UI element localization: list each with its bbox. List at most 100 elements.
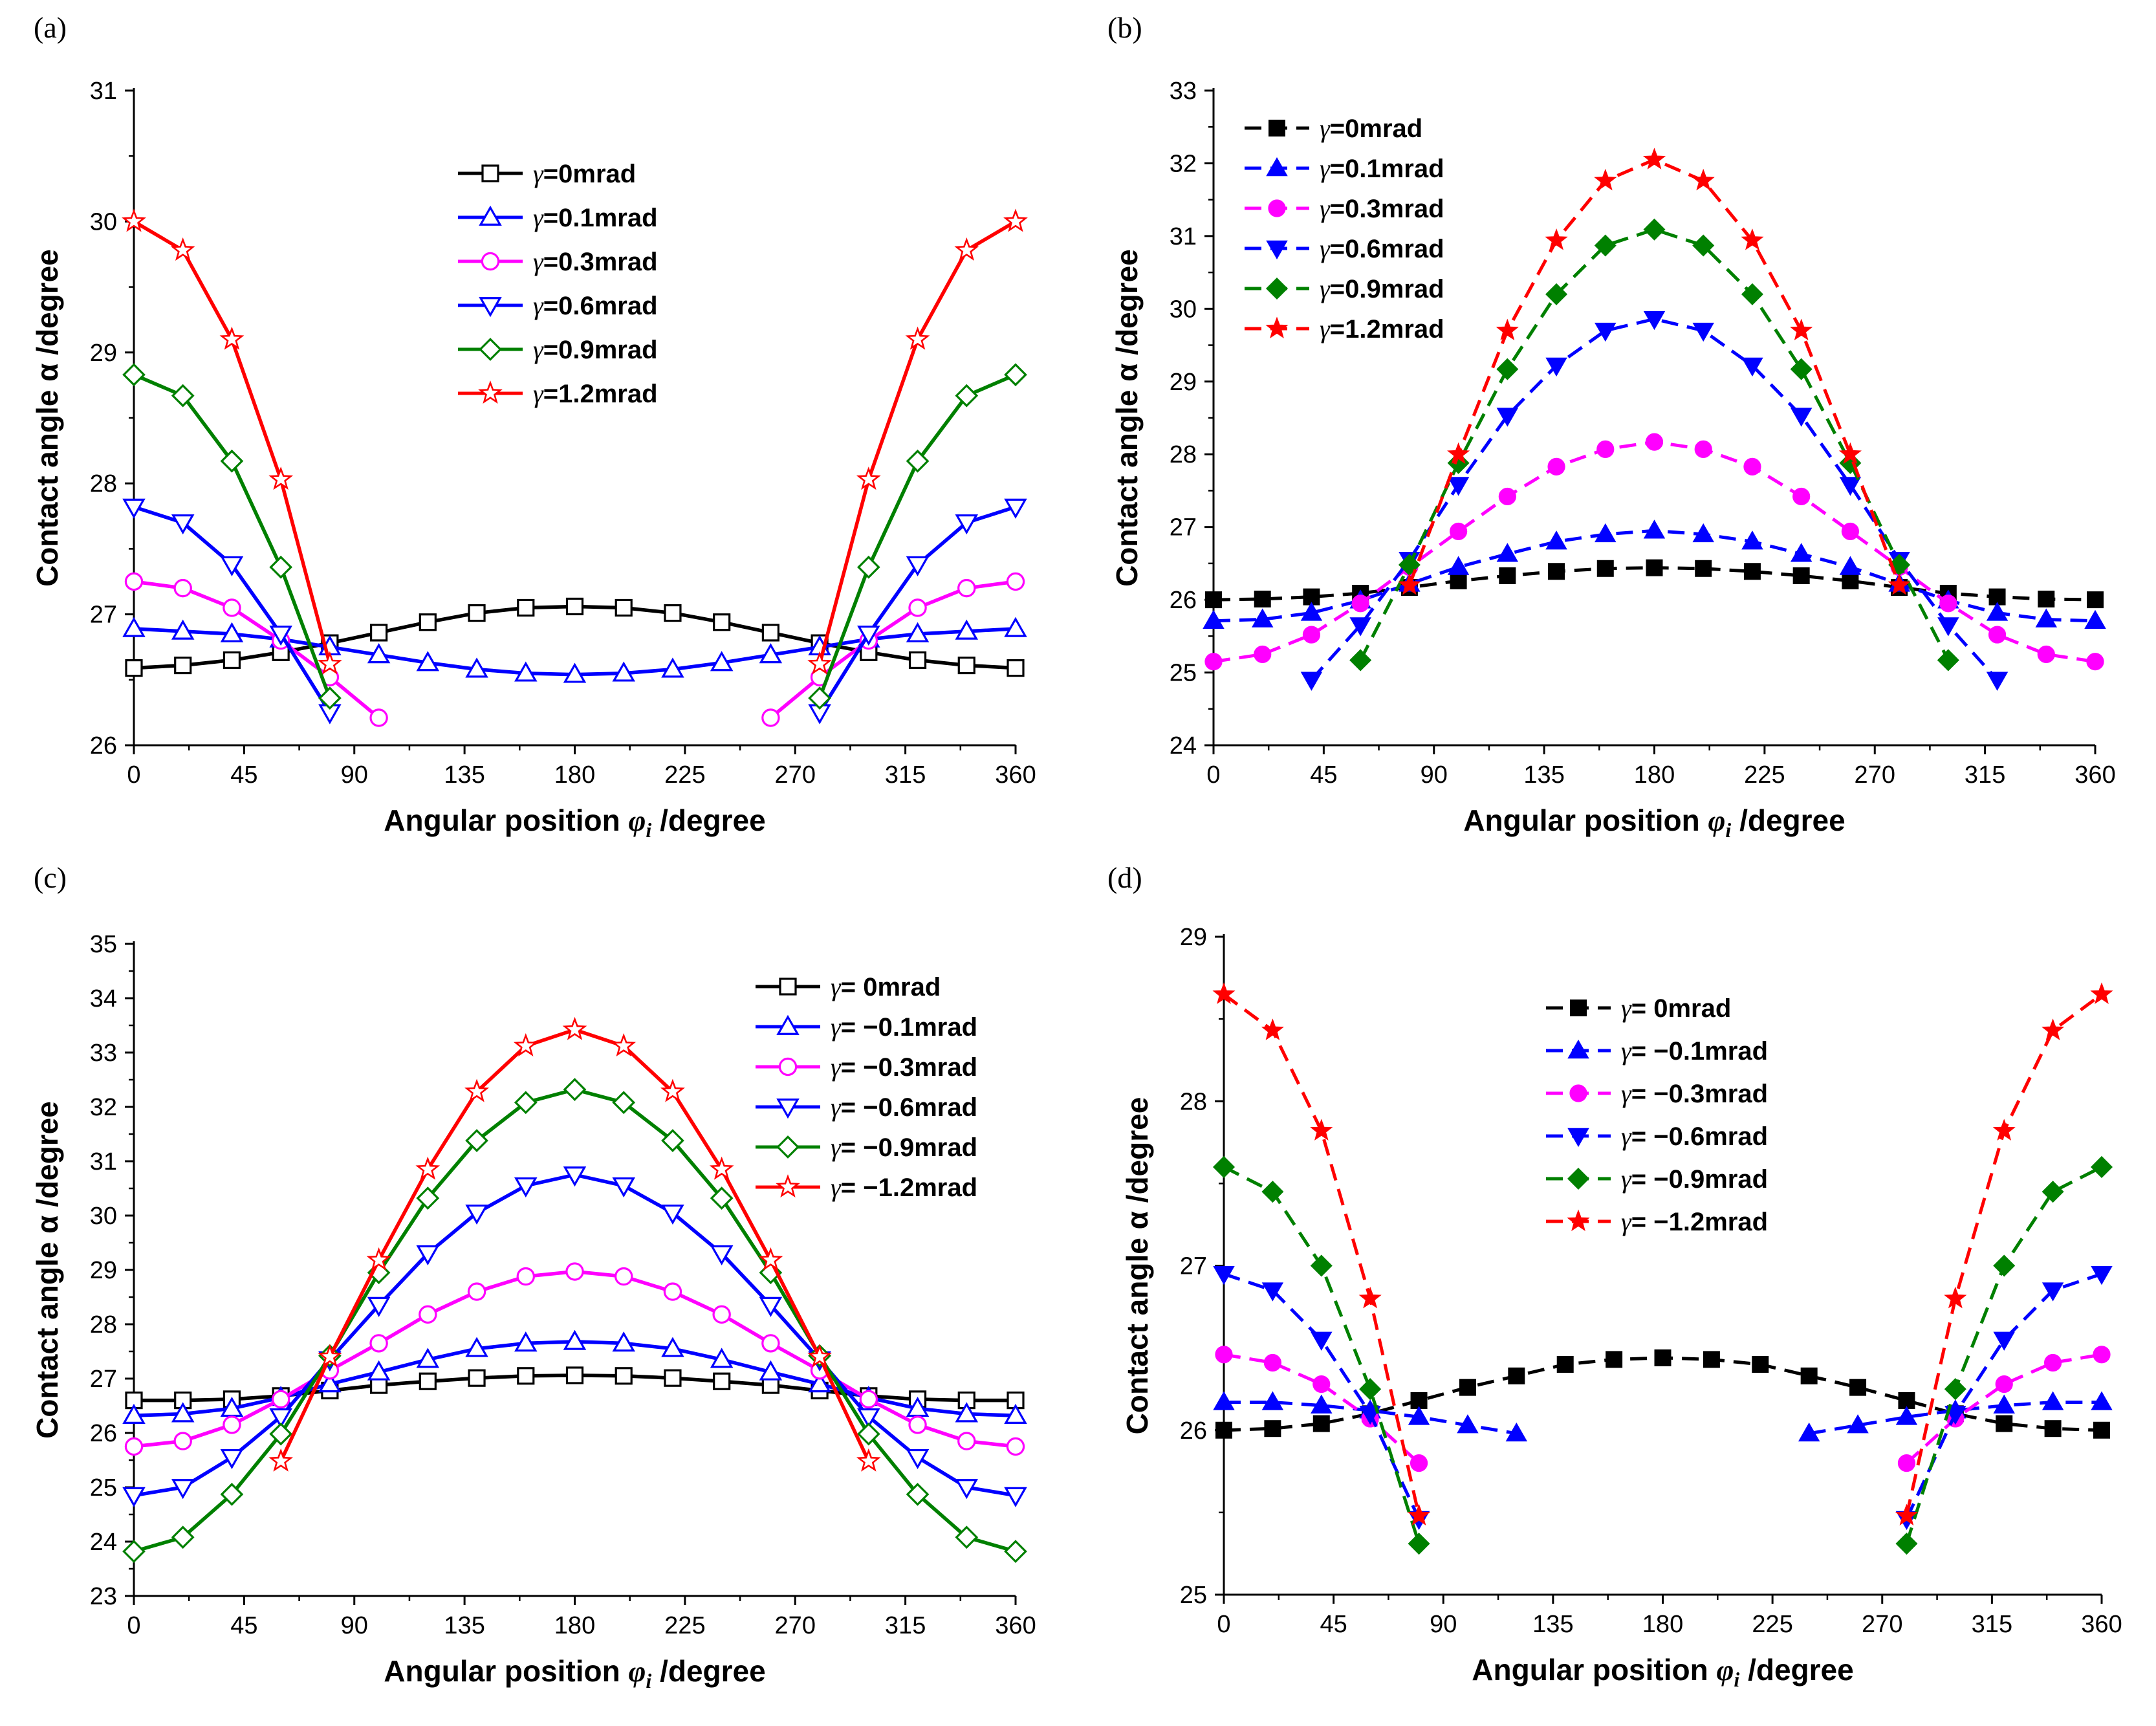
data-point: [1741, 530, 1763, 550]
data-point: [171, 1402, 195, 1423]
y-tick-label: 27: [90, 602, 117, 629]
x-tick-label: 270: [1862, 1611, 1902, 1638]
data-point: [1312, 1375, 1331, 1393]
data-point: [955, 384, 979, 408]
data-point: [1254, 645, 1272, 664]
data-point: [517, 1367, 535, 1385]
data-point: [1595, 322, 1617, 342]
data-point: [1996, 1415, 2013, 1432]
data-point: [1741, 283, 1763, 305]
data-point: [1408, 1533, 1430, 1555]
panel-d: (d) 0 45 90 135 180 225 270 315 360 25 26 27 28 29 Angu…: [1107, 861, 2122, 1691]
data-point: [2044, 1353, 2062, 1372]
panel-a: (a) 0 45 90 135 180 225 270 315 360 26 27 28 29 30 31 An…: [30, 11, 1036, 842]
data-point: [318, 686, 342, 710]
x-tick-label: 180: [554, 1612, 595, 1639]
data-point: [1004, 617, 1027, 637]
data-point: [1895, 1503, 1919, 1525]
legend-label: γ= 0mrad: [1621, 994, 1731, 1023]
x-tick-label: 270: [775, 1612, 816, 1639]
data-point: [1213, 1391, 1235, 1410]
data-point: [369, 708, 388, 727]
data-point: [906, 556, 930, 576]
data-point: [514, 1331, 538, 1352]
y-tick-label: 27: [90, 1366, 117, 1393]
data-point: [1004, 1403, 1027, 1424]
data-point: [419, 1372, 437, 1390]
legend-label: γ= −0.1mrad: [1621, 1036, 1768, 1065]
legend-label: γ=0.9mrad: [533, 335, 658, 364]
data-point: [514, 1177, 538, 1198]
data-point: [856, 1448, 881, 1472]
y-tick-label: 26: [1180, 1417, 1207, 1445]
data-point: [1311, 1394, 1333, 1414]
data-point: [1849, 1379, 1867, 1396]
y-tick-label: 27: [1180, 1253, 1207, 1280]
legend-marker: [479, 297, 502, 318]
data-point: [1986, 672, 2009, 691]
data-point: [1004, 363, 1027, 387]
x-tick-label: 315: [885, 761, 926, 789]
data-point: [468, 604, 486, 622]
y-tick-label: 28: [90, 1311, 117, 1338]
data-point: [957, 578, 976, 598]
legend-label: γ= −1.2mrad: [1621, 1207, 1768, 1236]
x-tick-label: 360: [995, 761, 1036, 789]
x-tick-label: 180: [554, 761, 595, 789]
x-tick-label: 0: [127, 1612, 140, 1639]
legend-label: γ=0.9mrad: [1320, 274, 1444, 303]
data-point: [1596, 440, 1615, 458]
data-point: [1988, 626, 2007, 644]
series-3: [124, 572, 1025, 727]
data-point: [1792, 487, 1811, 506]
legend-marker: [1567, 1039, 1589, 1059]
data-point: [856, 1422, 880, 1446]
data-point: [1839, 477, 1862, 496]
panel-c: (c) 0 45 90 135 180 225 270 315 360 23 24 25 26 27 28 29…: [30, 861, 1036, 1692]
y-tick-label: 33: [90, 1040, 117, 1067]
legend-marker: [479, 338, 502, 361]
y-tick-label: 24: [1170, 732, 1197, 759]
series-line: [1223, 1353, 1421, 1465]
data-point: [318, 1344, 342, 1368]
legend: γ= 0mrad γ= −0.1mrad γ= −0.3mrad γ= −0.6mra…: [1546, 994, 1768, 1236]
legend-label: γ=0.3mrad: [1320, 194, 1444, 223]
legend-marker: [1567, 1128, 1589, 1148]
legend-marker: [1268, 199, 1286, 217]
data-point: [171, 1479, 195, 1500]
data-point: [563, 662, 587, 683]
series-5: [1349, 218, 1959, 672]
data-point: [1496, 408, 1519, 427]
data-point: [661, 1337, 684, 1357]
data-point: [171, 514, 195, 535]
data-point: [464, 1078, 489, 1102]
data-point: [2090, 1155, 2113, 1178]
x-tick-label: 270: [775, 761, 816, 789]
data-point: [1508, 1367, 1525, 1384]
x-tick-label: 315: [1972, 1611, 2012, 1638]
data-point: [1545, 228, 1568, 250]
data-point: [1556, 1356, 1574, 1373]
data-point: [419, 613, 437, 631]
series-5: [1212, 1155, 2113, 1555]
data-point: [563, 1166, 587, 1187]
data-point: [122, 1540, 146, 1563]
data-point: [268, 1448, 294, 1472]
legend: γ=0mrad γ=0.1mrad γ=0.3mrad γ=0.6mrad γ=0.9m…: [458, 159, 658, 408]
x-tick-label: 360: [995, 1612, 1036, 1639]
legend-label: γ= −0.9mrad: [831, 1133, 977, 1162]
data-point: [1800, 1367, 1818, 1384]
data-point: [955, 619, 979, 640]
data-point: [173, 1432, 192, 1450]
legend-marker: [776, 1014, 800, 1035]
legend-marker: [1570, 1000, 1587, 1016]
data-point: [957, 1432, 976, 1450]
data-point: [1359, 1378, 1382, 1401]
data-point: [367, 643, 391, 664]
x-tick-label: 45: [1320, 1611, 1347, 1638]
data-point: [1847, 1414, 1869, 1434]
data-point: [1992, 1119, 2016, 1141]
series-6: [1398, 147, 1911, 595]
data-point: [1496, 358, 1519, 380]
